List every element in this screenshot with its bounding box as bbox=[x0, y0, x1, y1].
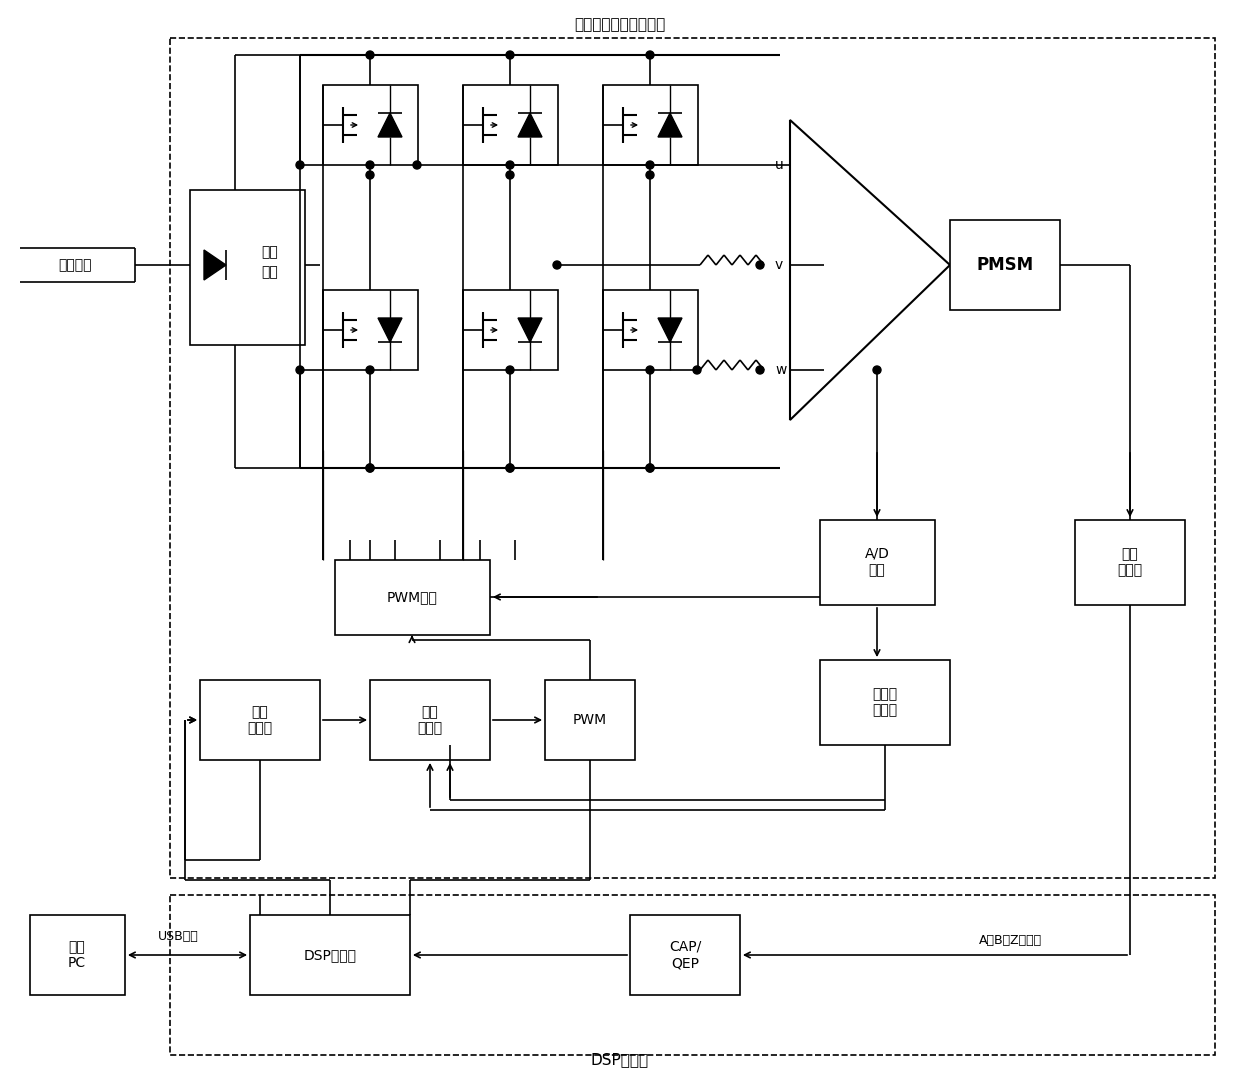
Circle shape bbox=[646, 161, 653, 169]
Text: 单相电源: 单相电源 bbox=[58, 258, 92, 272]
Circle shape bbox=[366, 161, 374, 169]
Circle shape bbox=[553, 261, 560, 269]
Text: PMSM: PMSM bbox=[976, 256, 1034, 274]
Text: A、B、Z项信号: A、B、Z项信号 bbox=[978, 933, 1042, 946]
Bar bbox=[950, 220, 1060, 310]
Circle shape bbox=[873, 366, 880, 374]
Bar bbox=[463, 290, 558, 370]
Bar bbox=[603, 290, 698, 370]
Text: w: w bbox=[775, 363, 786, 377]
Circle shape bbox=[506, 366, 515, 374]
Circle shape bbox=[413, 161, 422, 169]
Circle shape bbox=[366, 51, 374, 59]
Bar bbox=[322, 85, 418, 165]
Polygon shape bbox=[518, 318, 542, 342]
Circle shape bbox=[693, 366, 701, 374]
Text: 电流
控制器: 电流 控制器 bbox=[418, 705, 443, 735]
Bar bbox=[603, 85, 698, 165]
Text: DSP处理器: DSP处理器 bbox=[304, 948, 357, 962]
Text: 光电
编码器: 光电 编码器 bbox=[1117, 547, 1142, 577]
Text: u: u bbox=[775, 158, 784, 172]
Circle shape bbox=[506, 161, 515, 169]
Bar bbox=[200, 680, 320, 760]
Circle shape bbox=[296, 161, 304, 169]
Circle shape bbox=[366, 366, 374, 374]
Bar bbox=[820, 520, 935, 605]
Text: 上位
PC: 上位 PC bbox=[68, 940, 86, 970]
Bar bbox=[250, 915, 410, 995]
Polygon shape bbox=[658, 113, 682, 137]
Circle shape bbox=[506, 464, 515, 472]
Polygon shape bbox=[378, 318, 402, 342]
Circle shape bbox=[646, 464, 653, 472]
Text: USB接口: USB接口 bbox=[157, 930, 198, 943]
Polygon shape bbox=[205, 250, 226, 279]
Bar bbox=[370, 680, 490, 760]
Circle shape bbox=[366, 464, 374, 472]
Text: PWM驱动: PWM驱动 bbox=[387, 590, 438, 604]
Text: CAP/
QEP: CAP/ QEP bbox=[668, 940, 701, 970]
Bar bbox=[546, 680, 635, 760]
Circle shape bbox=[646, 464, 653, 472]
Text: v: v bbox=[775, 258, 784, 272]
Circle shape bbox=[646, 51, 653, 59]
Circle shape bbox=[506, 464, 515, 472]
Circle shape bbox=[646, 366, 653, 374]
Bar bbox=[335, 560, 490, 636]
Text: 整流
电路: 整流 电路 bbox=[262, 245, 278, 278]
Circle shape bbox=[506, 170, 515, 179]
Polygon shape bbox=[790, 120, 950, 420]
Bar bbox=[630, 915, 740, 995]
Circle shape bbox=[756, 261, 764, 269]
Bar bbox=[1075, 520, 1185, 605]
Bar bbox=[820, 660, 950, 745]
Circle shape bbox=[646, 170, 653, 179]
Circle shape bbox=[756, 366, 764, 374]
Text: PWM: PWM bbox=[573, 713, 608, 727]
Text: A/D
变换: A/D 变换 bbox=[864, 547, 889, 577]
Circle shape bbox=[366, 464, 374, 472]
Polygon shape bbox=[518, 113, 542, 137]
Bar bbox=[463, 85, 558, 165]
Circle shape bbox=[506, 51, 515, 59]
Text: 速度
控制器: 速度 控制器 bbox=[248, 705, 273, 735]
Circle shape bbox=[296, 366, 304, 374]
Bar bbox=[190, 190, 305, 345]
Polygon shape bbox=[658, 318, 682, 342]
Bar bbox=[170, 38, 1215, 878]
Polygon shape bbox=[378, 113, 402, 137]
Bar bbox=[322, 290, 418, 370]
Text: 交流永磁同步电机驱动: 交流永磁同步电机驱动 bbox=[574, 17, 666, 32]
Bar bbox=[170, 894, 1215, 1055]
Bar bbox=[30, 915, 125, 995]
Text: 电流信
号处理: 电流信 号处理 bbox=[873, 687, 898, 718]
Circle shape bbox=[366, 170, 374, 179]
Text: DSP控制板: DSP控制板 bbox=[591, 1052, 649, 1067]
